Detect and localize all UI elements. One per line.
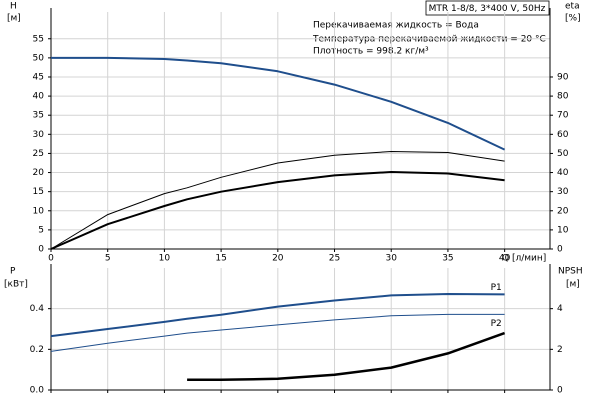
x-axis-label: Q [л/мин] [502,254,546,264]
y-tick-label: 15 [33,187,44,197]
series-label: P1 [491,283,502,293]
y-tick-label: 45 [33,72,44,82]
y2-tick-label: 40 [557,168,569,178]
y2-tick-label: 4 [557,304,563,314]
x-tick-label: 25 [329,254,340,264]
y-tick-label: 35 [33,111,44,121]
y2-axis-unit: [м] [566,280,580,290]
y-tick-label: 30 [33,130,45,140]
x-tick-label: 20 [272,254,284,264]
series-line [50,151,505,250]
y2-tick-label: 70 [557,111,569,121]
x-tick-label: 5 [105,254,111,264]
title-box [425,0,550,16]
y2-tick-label: 80 [557,92,569,102]
y-tick-label: 25 [33,149,44,159]
y-axis-label: P [10,267,16,277]
series-line [51,56,506,151]
y2-tick-label: 10 [557,225,569,235]
series-line [50,171,505,250]
annotation: Плотность = 998.2 кг/м³ [313,47,429,57]
x-tick-label: 30 [386,254,398,264]
y-tick-label: 55 [33,34,44,44]
series-line [187,331,506,382]
y2-tick-label: 0 [557,245,563,255]
y-tick-label: 0.0 [30,386,45,396]
y-tick-label: 0.4 [30,304,45,314]
y2-tick-label: 50 [557,149,569,159]
y2-tick-label: 60 [557,130,569,140]
y2-axis-label: NPSH [558,267,583,277]
y-tick-label: 10 [33,206,45,216]
y-axis-unit: [кВт] [4,280,28,290]
chart-title: MTR 1-8/8, 3*400 V, 50Hz [429,4,546,14]
x-tick-label: 15 [215,254,226,264]
series-line [50,313,505,352]
annotation: Перекачиваемая жидкость = Вода [313,21,479,31]
y-tick-label: 0.2 [30,345,44,355]
y-tick-label: 5 [38,225,44,235]
y2-axis-unit: [%] [565,14,581,24]
y-axis-unit: [м] [7,14,21,24]
annotation: Температура перекачиваемой жидкости = 20… [312,35,546,45]
x-tick-label: 0 [48,254,54,264]
y-tick-label: 50 [33,53,45,63]
y2-axis-label: eta [565,2,580,12]
y-tick-label: 0 [38,245,44,255]
series-label: P2 [491,319,502,329]
series-line [50,293,505,338]
y-axis-label: H [10,2,17,12]
y2-tick-label: 20 [557,206,569,216]
y2-tick-label: 90 [557,72,569,82]
y-tick-label: 20 [33,168,45,178]
y2-tick-label: 0 [557,386,563,396]
y2-tick-label: 30 [557,187,569,197]
x-tick-label: 40 [499,254,511,264]
y2-tick-label: 2 [557,345,563,355]
x-tick-label: 35 [442,254,453,264]
y-tick-label: 40 [33,92,45,102]
x-tick-label: 10 [159,254,171,264]
